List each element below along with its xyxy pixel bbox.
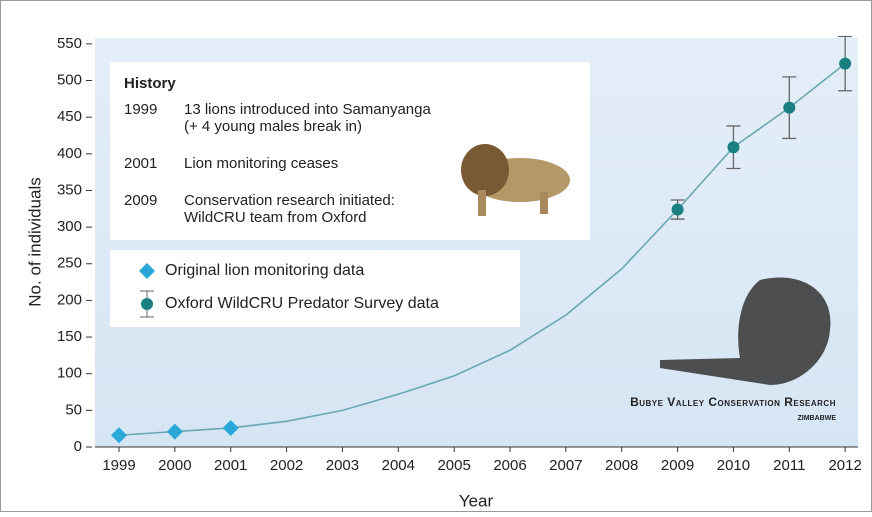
x-tick-label: 2002 (270, 457, 303, 474)
x-tick-label: 2007 (549, 457, 582, 474)
x-tick-label: 1999 (102, 457, 135, 474)
x-tick-label: 2000 (158, 457, 191, 474)
history-text: 13 lions introduced into Samanyanga (184, 101, 431, 118)
y-tick-label: 150 (57, 328, 82, 345)
history-title: History (124, 75, 176, 92)
y-tick-label: 500 (57, 71, 82, 88)
x-tick-label: 2005 (437, 457, 470, 474)
y-tick-label: 50 (65, 401, 82, 418)
y-tick-label: 550 (57, 35, 82, 52)
data-point (672, 204, 684, 216)
history-year: 2009 (124, 192, 157, 209)
data-point (727, 141, 739, 153)
history-year: 2001 (124, 155, 157, 172)
x-tick-label: 2009 (661, 457, 694, 474)
history-year: 1999 (124, 101, 157, 118)
y-tick-label: 450 (57, 108, 82, 125)
logo-place: Zimbabwe (798, 415, 837, 422)
data-point (839, 58, 851, 70)
x-tick-label: 2010 (717, 457, 750, 474)
history-text: (+ 4 young males break in) (184, 118, 362, 135)
y-axis-label: No. of individuals (25, 177, 44, 306)
x-tick-label: 2004 (382, 457, 415, 474)
data-point (783, 102, 795, 114)
x-tick-label: 2006 (493, 457, 526, 474)
x-tick-label: 2008 (605, 457, 638, 474)
logo-name: Bubye Valley Conservation Research (630, 395, 836, 409)
y-tick-label: 0 (74, 438, 82, 455)
legend-label: Original lion monitoring data (165, 262, 364, 279)
legend-marker (141, 298, 153, 310)
y-tick-label: 300 (57, 218, 82, 235)
y-tick-label: 100 (57, 365, 82, 382)
x-tick-label: 2003 (326, 457, 359, 474)
x-tick-label: 2001 (214, 457, 247, 474)
y-tick-label: 200 (57, 291, 82, 308)
x-tick-label: 2012 (828, 457, 861, 474)
x-axis-label: Year (459, 491, 494, 510)
history-text: Conservation research initiated: (184, 192, 395, 209)
chart: Year No. of individuals History 1999 13 l… (0, 0, 872, 512)
y-tick-label: 250 (57, 255, 82, 272)
history-text: WildCRU team from Oxford (184, 209, 367, 226)
x-tick-label: 2011 (773, 457, 805, 474)
history-text: Lion monitoring ceases (184, 155, 338, 172)
y-tick-label: 350 (57, 181, 82, 198)
legend-label: Oxford WildCRU Predator Survey data (165, 295, 439, 312)
y-tick-label: 400 (57, 145, 82, 162)
